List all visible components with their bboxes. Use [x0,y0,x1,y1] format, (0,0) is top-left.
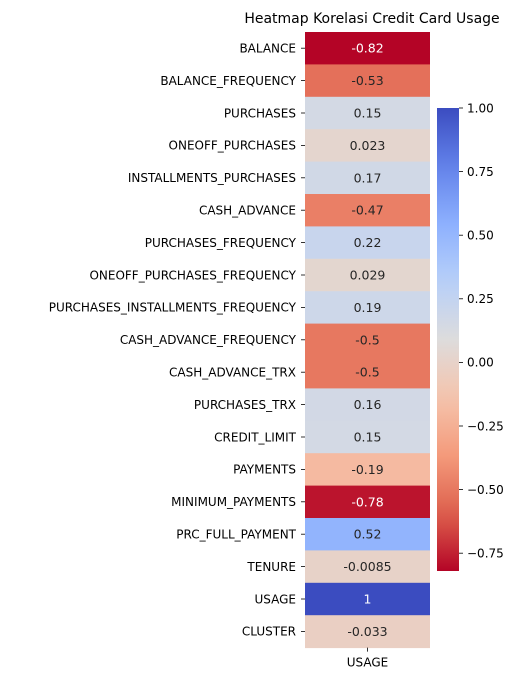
row-label: BALANCE [239,42,296,56]
cell-value-label: 0.023 [350,138,386,153]
cell-value-label: -0.82 [351,41,383,56]
row-label: MINIMUM_PAYMENTS [171,495,296,509]
heatmap-cell [305,194,430,227]
heatmap-cell [305,258,430,292]
heatmap-cell [305,291,430,325]
row-label: INSTALLMENTS_PURCHASES [128,171,296,185]
row-label: CLUSTER [242,625,296,639]
column-labels: USAGE [347,647,389,670]
heatmap-cell [305,420,430,454]
row-label: PAYMENTS [233,463,296,477]
cell-value-label: 0.15 [354,430,382,445]
cell-value-label: -0.53 [351,73,383,88]
cell-value-label: -0.78 [351,494,383,509]
colorbar-tick-label: 0.75 [467,165,494,179]
column-label: USAGE [347,656,389,670]
row-label: PURCHASES_FREQUENCY [145,236,297,250]
heatmap-cell [305,323,430,357]
heatmap-cell [305,226,430,260]
cell-value-label: 0.029 [350,268,386,283]
cell-value-label: 0.22 [354,235,382,250]
heatmap-cell [305,161,430,195]
heatmap-cells: -0.82 -0.53 0.15 0.023 0.17 -0.47 0.22 0.029 0.1… [305,32,430,649]
cell-value-label: 0.15 [354,106,382,121]
cell-value-label: 0.19 [354,300,382,315]
row-label: PURCHASES_TRX [194,398,296,412]
colorbar-tick-label: 0.50 [467,228,494,242]
cell-value-label: 0.17 [354,170,382,185]
heatmap-cell [305,485,430,519]
colorbar-tick-label: −0.75 [467,546,504,560]
cell-value-label: 1 [364,592,372,607]
row-label: ONEOFF_PURCHASES_FREQUENCY [89,268,296,282]
heatmap-cell [305,96,430,130]
heatmap-cell [305,518,430,551]
row-label: USAGE [254,592,296,606]
colorbar-tick-label: 1.00 [467,101,494,115]
row-label: TENURE [246,560,296,574]
colorbar-gradient [437,108,459,571]
row-label: CASH_ADVANCE_FREQUENCY [120,333,297,347]
heatmap-cell [305,615,430,649]
heatmap-cell [305,550,430,584]
heatmap-cell [305,453,430,487]
colorbar-tick-label: −0.50 [467,483,504,497]
colorbar: 1.00 0.75 0.50 0.25 0.00 −0.25 −0.50 −0.75 [437,101,504,571]
colorbar-tick-label: −0.25 [467,419,504,433]
row-label: ONEOFF_PURCHASES [169,139,296,153]
heatmap-cell [305,64,430,98]
heatmap-cell [305,388,430,422]
cell-value-label: -0.47 [351,203,383,218]
row-label: CASH_ADVANCE_TRX [169,366,296,380]
cell-value-label: -0.0085 [343,559,391,574]
cell-value-label: -0.5 [355,365,379,380]
row-label: CASH_ADVANCE [199,204,296,218]
cell-value-label: 0.16 [354,397,382,412]
cell-value-label: -0.033 [347,624,387,639]
row-labels: BALANCE BALANCE_FREQUENCY PURCHASES ONEOFF_… [49,42,305,639]
row-label: BALANCE_FREQUENCY [160,74,296,88]
cell-value-label: 0.52 [354,527,382,542]
colorbar-tick-label: 0.25 [467,292,494,306]
heatmap-cell [305,129,430,163]
row-label: PURCHASES_INSTALLMENTS_FREQUENCY [49,301,297,315]
cell-value-label: -0.5 [355,332,379,347]
row-label: PRC_FULL_PAYMENT [176,528,296,542]
row-label: CREDIT_LIMIT [214,430,297,444]
cell-value-label: -0.19 [351,462,383,477]
heatmap-cell [305,32,430,65]
chart-title: Heatmap Korelasi Credit Card Usage [244,11,499,27]
heatmap-cell [305,582,430,616]
row-label: PURCHASES [224,106,296,120]
heatmap-cell [305,356,430,389]
colorbar-tick-label: 0.00 [467,356,494,370]
